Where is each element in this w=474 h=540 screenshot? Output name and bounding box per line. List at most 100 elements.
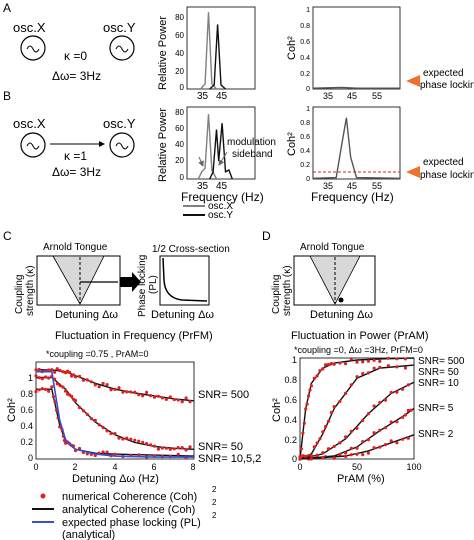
tick-x: 35 — [323, 181, 333, 191]
tick-y: 0.6 — [300, 39, 310, 46]
data-point-snr-2 — [344, 454, 348, 459]
data-point-snr-10 — [395, 390, 399, 394]
data-point-snr-500 — [305, 402, 309, 406]
data-point-snr-50 — [324, 424, 328, 429]
data-point-snr-500 — [109, 388, 113, 392]
sine-icon — [115, 142, 129, 150]
data-point-snr-50 — [34, 374, 38, 378]
legend-marker-numerical — [40, 493, 46, 499]
delta-omega-label: Δω= 3Hz — [52, 165, 101, 179]
data-point-snr-5 — [378, 428, 382, 432]
y-axis-label: Coh² — [271, 398, 283, 422]
tick-y: 40 — [175, 49, 184, 58]
data-point-snr-10-5-2 — [176, 452, 180, 456]
series-layer — [312, 117, 401, 179]
data-point-snr-50 — [55, 382, 59, 386]
data-point-snr-500 — [93, 383, 97, 387]
plot-frame — [186, 6, 256, 90]
tick-y: 0.8 — [20, 389, 33, 399]
data-point-snr-500 — [308, 388, 312, 392]
data-point-snr-10-5-2 — [34, 390, 38, 394]
kappa-label: κ =0 — [64, 49, 87, 63]
kappa-label: κ =1 — [64, 149, 87, 163]
panel-b: B osc.X osc.Y κ =1 Δω= 3Hz Relative Powe… — [3, 89, 474, 221]
delta-omega-label: Δω= 3Hz — [52, 69, 101, 83]
data-point-snr-50 — [332, 405, 336, 409]
annotation-label: sideband — [232, 149, 273, 160]
data-point-snr-50 — [349, 383, 353, 387]
data-point-snr-50 — [156, 447, 160, 451]
data-point-snr-500 — [168, 395, 172, 399]
data-point-snr-5 — [366, 438, 370, 442]
expected-label: phase locking — [420, 80, 474, 91]
data-point-snr-50 — [125, 436, 129, 440]
data-point-snr-500 — [349, 357, 353, 361]
panel-a: A osc.X osc.Y κ =0 Δω= 3Hz Relative Powe… — [3, 1, 474, 102]
data-point-snr-2 — [298, 457, 302, 461]
data-point-snr-500 — [160, 396, 164, 400]
oscillator-x-icon — [20, 35, 46, 61]
data-point-snr-10-5-2 — [40, 387, 44, 391]
tick-y: 0 — [306, 176, 310, 183]
data-point-snr-50 — [141, 440, 145, 444]
tick-y: 0.2 — [20, 437, 33, 447]
panel-c: C Arnold Tongue Coupling strength (κ) De… — [3, 229, 261, 485]
data-point-snr-50 — [164, 446, 168, 450]
tick-y: 20 — [175, 67, 184, 76]
legend-label: analytical Coherence (Coh) — [62, 504, 195, 516]
panel-letter-d: D — [262, 229, 271, 243]
tongue-ylabel: Coupling — [271, 275, 282, 314]
data-point-snr-50 — [372, 366, 376, 370]
snr-label: SNR= 500 — [198, 389, 249, 401]
data-point-snr-500 — [145, 390, 149, 394]
data-point-snr-500 — [97, 385, 101, 389]
data-point-snr-500 — [141, 394, 145, 398]
data-point-snr-2 — [349, 453, 353, 457]
data-point-snr-500 — [403, 357, 407, 361]
plot-frame — [35, 361, 195, 460]
legend-sup: 2 — [212, 485, 217, 494]
tick-y: 0 — [180, 173, 185, 182]
tongue-ylabel: Coupling — [14, 275, 25, 314]
expected-label: expected — [423, 157, 464, 168]
tick-x: 35 — [323, 91, 333, 101]
tick-x: 35 — [197, 181, 209, 192]
y-axis-label: Coh² — [6, 398, 18, 422]
data-point-snr-50 — [64, 389, 68, 393]
data-point-snr-500 — [85, 378, 89, 382]
data-point-snr-10 — [406, 383, 410, 387]
series-line-coherence — [312, 86, 400, 89]
data-point-snr-50 — [338, 399, 342, 403]
data-point-snr-50 — [73, 398, 78, 403]
data-point-snr-500 — [395, 357, 399, 361]
series-layer — [200, 12, 226, 90]
data-point-snr-2 — [395, 441, 399, 445]
section-frame — [159, 255, 210, 306]
data-point-snr-5 — [315, 453, 319, 457]
data-point-snr-50 — [344, 391, 348, 395]
tick-y: 0 — [306, 86, 310, 93]
data-point-snr-500 — [299, 447, 303, 451]
plot-frame — [312, 6, 401, 90]
y-axis-label: Coh² — [286, 132, 298, 156]
snr-label: SNR= 10 — [418, 378, 459, 389]
series-line-osc-y — [209, 24, 226, 90]
data-point-snr-10 — [372, 404, 376, 408]
data-point-snr-500 — [89, 380, 93, 384]
tick-y: 0.4 — [284, 415, 297, 425]
annotation-arrow-icon — [218, 151, 228, 166]
data-point-snr-10 — [344, 435, 348, 439]
data-point-snr-50 — [318, 437, 322, 441]
section-xlabel: Detuning Δω — [151, 309, 214, 321]
tick-x: 2 — [72, 462, 77, 472]
data-point-snr-500 — [61, 370, 65, 374]
data-point-snr-2 — [366, 451, 370, 455]
panel-letter-a: A — [3, 1, 11, 15]
data-point-snr-2 — [309, 457, 313, 461]
data-point-snr-10-5-2 — [105, 450, 109, 454]
data-point-snr-5 — [372, 431, 376, 435]
series-line-coherence — [312, 117, 401, 179]
snr-label: SNR= 500 — [418, 356, 465, 367]
panel-letter-b: B — [3, 89, 11, 103]
data-point-snr-50 — [97, 423, 101, 427]
